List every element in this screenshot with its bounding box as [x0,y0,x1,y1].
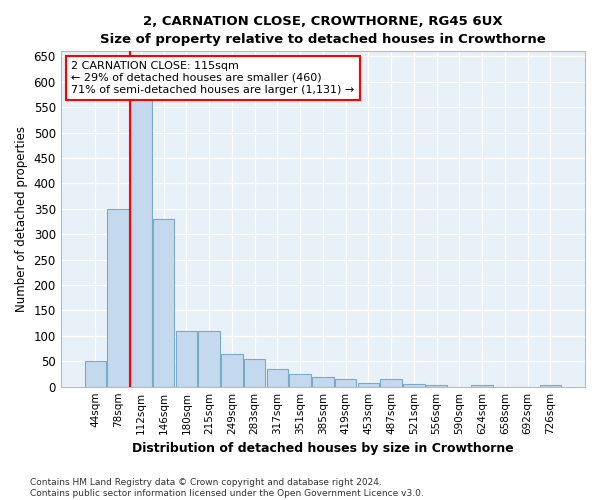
Title: 2, CARNATION CLOSE, CROWTHORNE, RG45 6UX
Size of property relative to detached h: 2, CARNATION CLOSE, CROWTHORNE, RG45 6UX… [100,15,546,46]
Bar [153,219,175,386]
Bar [221,354,242,386]
Bar [198,331,220,386]
Bar [130,62,152,386]
Text: 2 CARNATION CLOSE: 115sqm
← 29% of detached houses are smaller (460)
71% of semi: 2 CARNATION CLOSE: 115sqm ← 29% of detac… [71,62,355,94]
Bar [176,331,197,386]
Y-axis label: Number of detached properties: Number of detached properties [15,126,28,312]
X-axis label: Distribution of detached houses by size in Crowthorne: Distribution of detached houses by size … [132,442,514,455]
Bar [244,358,265,386]
Bar [312,376,334,386]
Bar [335,379,356,386]
Bar [358,383,379,386]
Text: Contains HM Land Registry data © Crown copyright and database right 2024.
Contai: Contains HM Land Registry data © Crown c… [30,478,424,498]
Bar [539,385,561,386]
Bar [289,374,311,386]
Bar [85,362,106,386]
Bar [380,379,402,386]
Bar [107,209,129,386]
Bar [266,369,288,386]
Bar [403,384,425,386]
Bar [426,385,448,386]
Bar [471,385,493,386]
